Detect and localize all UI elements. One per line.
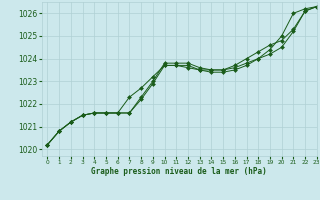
X-axis label: Graphe pression niveau de la mer (hPa): Graphe pression niveau de la mer (hPa) [91,167,267,176]
